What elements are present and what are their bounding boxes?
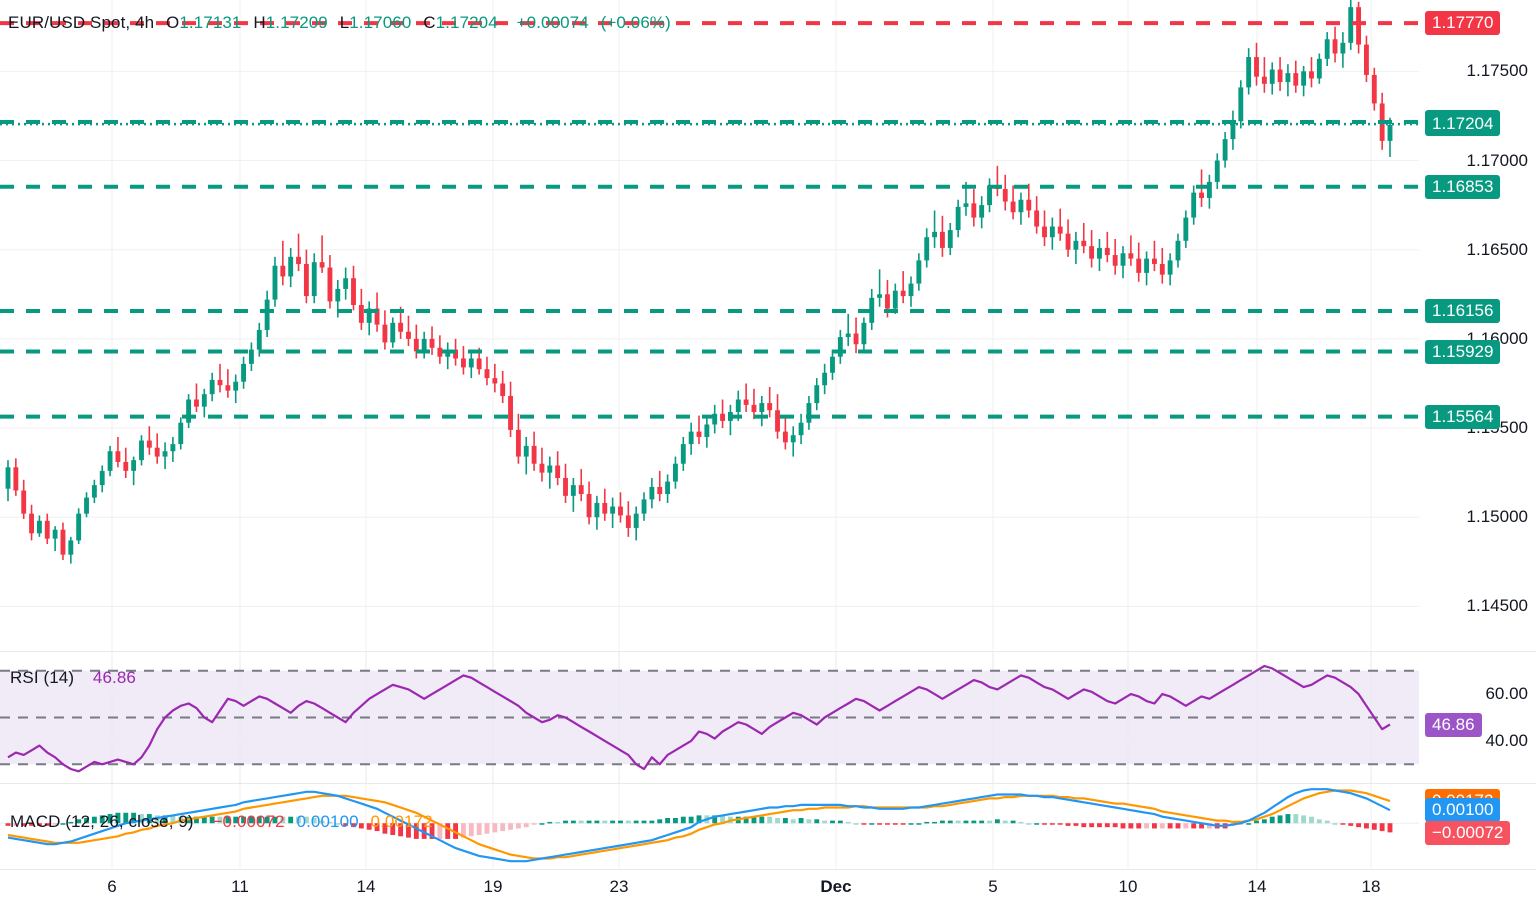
price-axis-tick: 1.15000 [1466, 507, 1528, 527]
ohlc-low-value: 1.17060 [349, 13, 412, 32]
price-axis-tick: 1.16500 [1466, 239, 1528, 259]
price-candles-svg [0, 0, 1419, 651]
ohlc-open-value: 1.17131 [179, 13, 242, 32]
rsi-line-svg [0, 652, 1419, 783]
time-axis-label: 18 [1361, 877, 1381, 896]
interval-label: 4h [135, 13, 155, 32]
price-level-badge[interactable]: 1.17204 [1425, 112, 1501, 137]
rsi-axis[interactable]: 60.00 40.00 46.86 [1419, 652, 1536, 784]
rsi-value: 46.86 [92, 668, 136, 687]
price-axis-tick: 1.14500 [1466, 596, 1528, 616]
macd-line-value: 0.00100 [296, 812, 359, 831]
time-axis-label: 11 [231, 877, 249, 896]
macd-histogram-badge[interactable]: −0.00072 [1425, 820, 1511, 845]
time-axis-label: 6 [107, 877, 117, 896]
rsi-label: RSI (14) [10, 668, 75, 687]
time-axis-label: 23 [609, 877, 629, 896]
rsi-plot[interactable] [0, 652, 1419, 784]
macd-line-badge[interactable]: 0.00100 [1425, 798, 1501, 823]
macd-legend[interactable]: MACD (12, 26, close, 9) −0.00072 0.00100… [10, 812, 433, 832]
price-axis-tick: 1.17500 [1466, 61, 1528, 81]
macd-plot[interactable] [0, 784, 1419, 870]
macd-histogram-value: −0.00072 [212, 812, 285, 831]
time-axis-label: 14 [1247, 877, 1267, 896]
ohlc-high-key: H [253, 13, 266, 32]
rsi-legend[interactable]: RSI (14) 46.86 [10, 668, 136, 688]
macd-histogram-svg [0, 784, 1419, 869]
time-axis-label: 19 [483, 877, 503, 896]
ohlc-low-key: L [339, 13, 350, 32]
price-level-badge[interactable]: 1.16156 [1425, 299, 1501, 324]
time-axis-label: Dec [820, 877, 852, 896]
price-axis-tick: 1.17000 [1466, 150, 1528, 170]
price-level-badge[interactable]: 1.17770 [1425, 11, 1501, 36]
price-level-badge[interactable]: 1.15929 [1425, 339, 1501, 364]
ohlc-open-key: O [166, 13, 180, 32]
time-axis[interactable]: 6 11 14 19 23 Dec 5 10 14 18 [0, 869, 1536, 903]
macd-signal-value: 0.00172 [370, 812, 433, 831]
change-percent: (+0.06%) [600, 13, 671, 32]
ohlc-close-key: C [423, 13, 436, 32]
time-axis-label: 5 [988, 877, 998, 896]
macd-pane[interactable]: 0.001720.00100−0.00072 [0, 783, 1536, 870]
price-level-badge[interactable]: 1.16853 [1425, 174, 1501, 199]
rsi-axis-tick: 40.00 [1485, 730, 1528, 750]
ohlc-close-value: 1.17204 [435, 13, 498, 32]
ohlc-high-value: 1.17209 [265, 13, 328, 32]
change-value: +0.00074 [516, 13, 589, 32]
symbol-label: EUR/USD Spot [8, 13, 126, 32]
macd-axis[interactable]: 0.001720.00100−0.00072 [1419, 784, 1536, 870]
price-legend[interactable]: EUR/USD Spot, 4h O1.17131 H1.17209 L1.17… [8, 13, 671, 32]
time-axis-label: 14 [356, 877, 376, 896]
macd-label: MACD (12, 26, close, 9) [10, 812, 194, 831]
time-axis-label: 10 [1118, 877, 1138, 896]
price-level-badge[interactable]: 1.15564 [1425, 404, 1501, 429]
rsi-pane[interactable]: 60.00 40.00 46.86 [0, 651, 1536, 784]
rsi-axis-tick: 60.00 [1485, 684, 1528, 704]
price-axis[interactable]: 1.175001.170001.165001.160001.155001.150… [1419, 0, 1536, 651]
rsi-value-badge[interactable]: 46.86 [1425, 712, 1482, 737]
price-pane[interactable]: 1.175001.170001.165001.160001.155001.150… [0, 0, 1536, 651]
price-plot[interactable] [0, 0, 1419, 651]
